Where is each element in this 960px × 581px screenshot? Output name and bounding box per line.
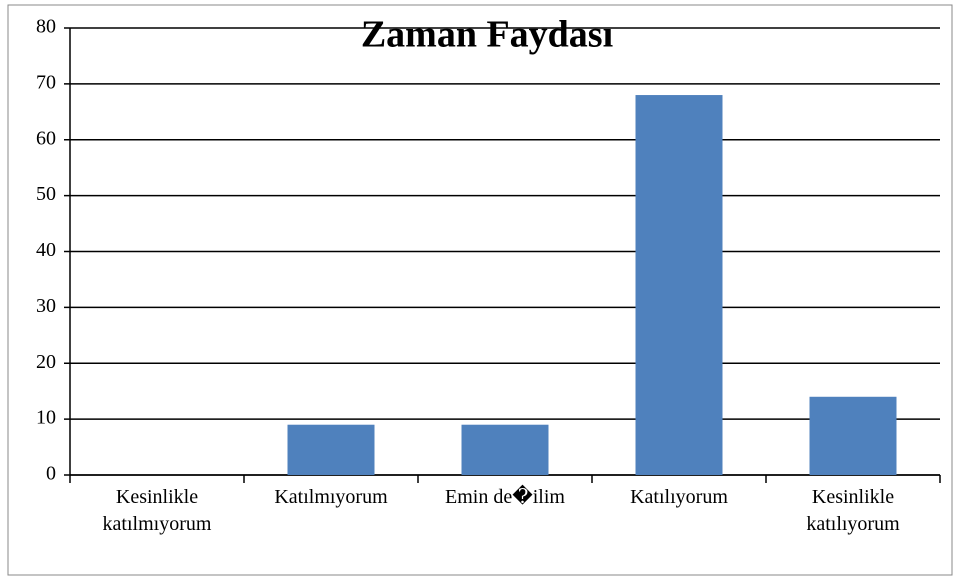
y-tick-label: 70 — [36, 71, 56, 93]
x-tick-label: Kesinlikle katılmıyorum — [102, 486, 212, 535]
x-tick-label: Katılmıyorum — [274, 486, 388, 508]
y-tick-label: 0 — [46, 463, 56, 485]
x-tick-label: Emin de�ilim — [445, 486, 565, 508]
y-tick-label: 60 — [36, 127, 56, 149]
bar — [635, 95, 723, 476]
y-tick-label: 80 — [36, 16, 56, 38]
y-tick-label: 30 — [36, 295, 56, 317]
x-tick-label: Katılıyorum — [630, 486, 728, 508]
bar — [287, 424, 375, 475]
y-tick-label: 50 — [36, 183, 56, 205]
y-tick-label: 40 — [36, 239, 56, 261]
chart-title: Zaman Faydası — [361, 14, 613, 56]
y-tick-label: 10 — [36, 407, 56, 429]
bar — [461, 424, 549, 475]
y-tick-label: 20 — [36, 351, 56, 373]
chart-frame — [7, 4, 953, 576]
bar — [809, 396, 897, 475]
x-tick-label: Kesinlikle katılıyorum — [806, 486, 900, 535]
